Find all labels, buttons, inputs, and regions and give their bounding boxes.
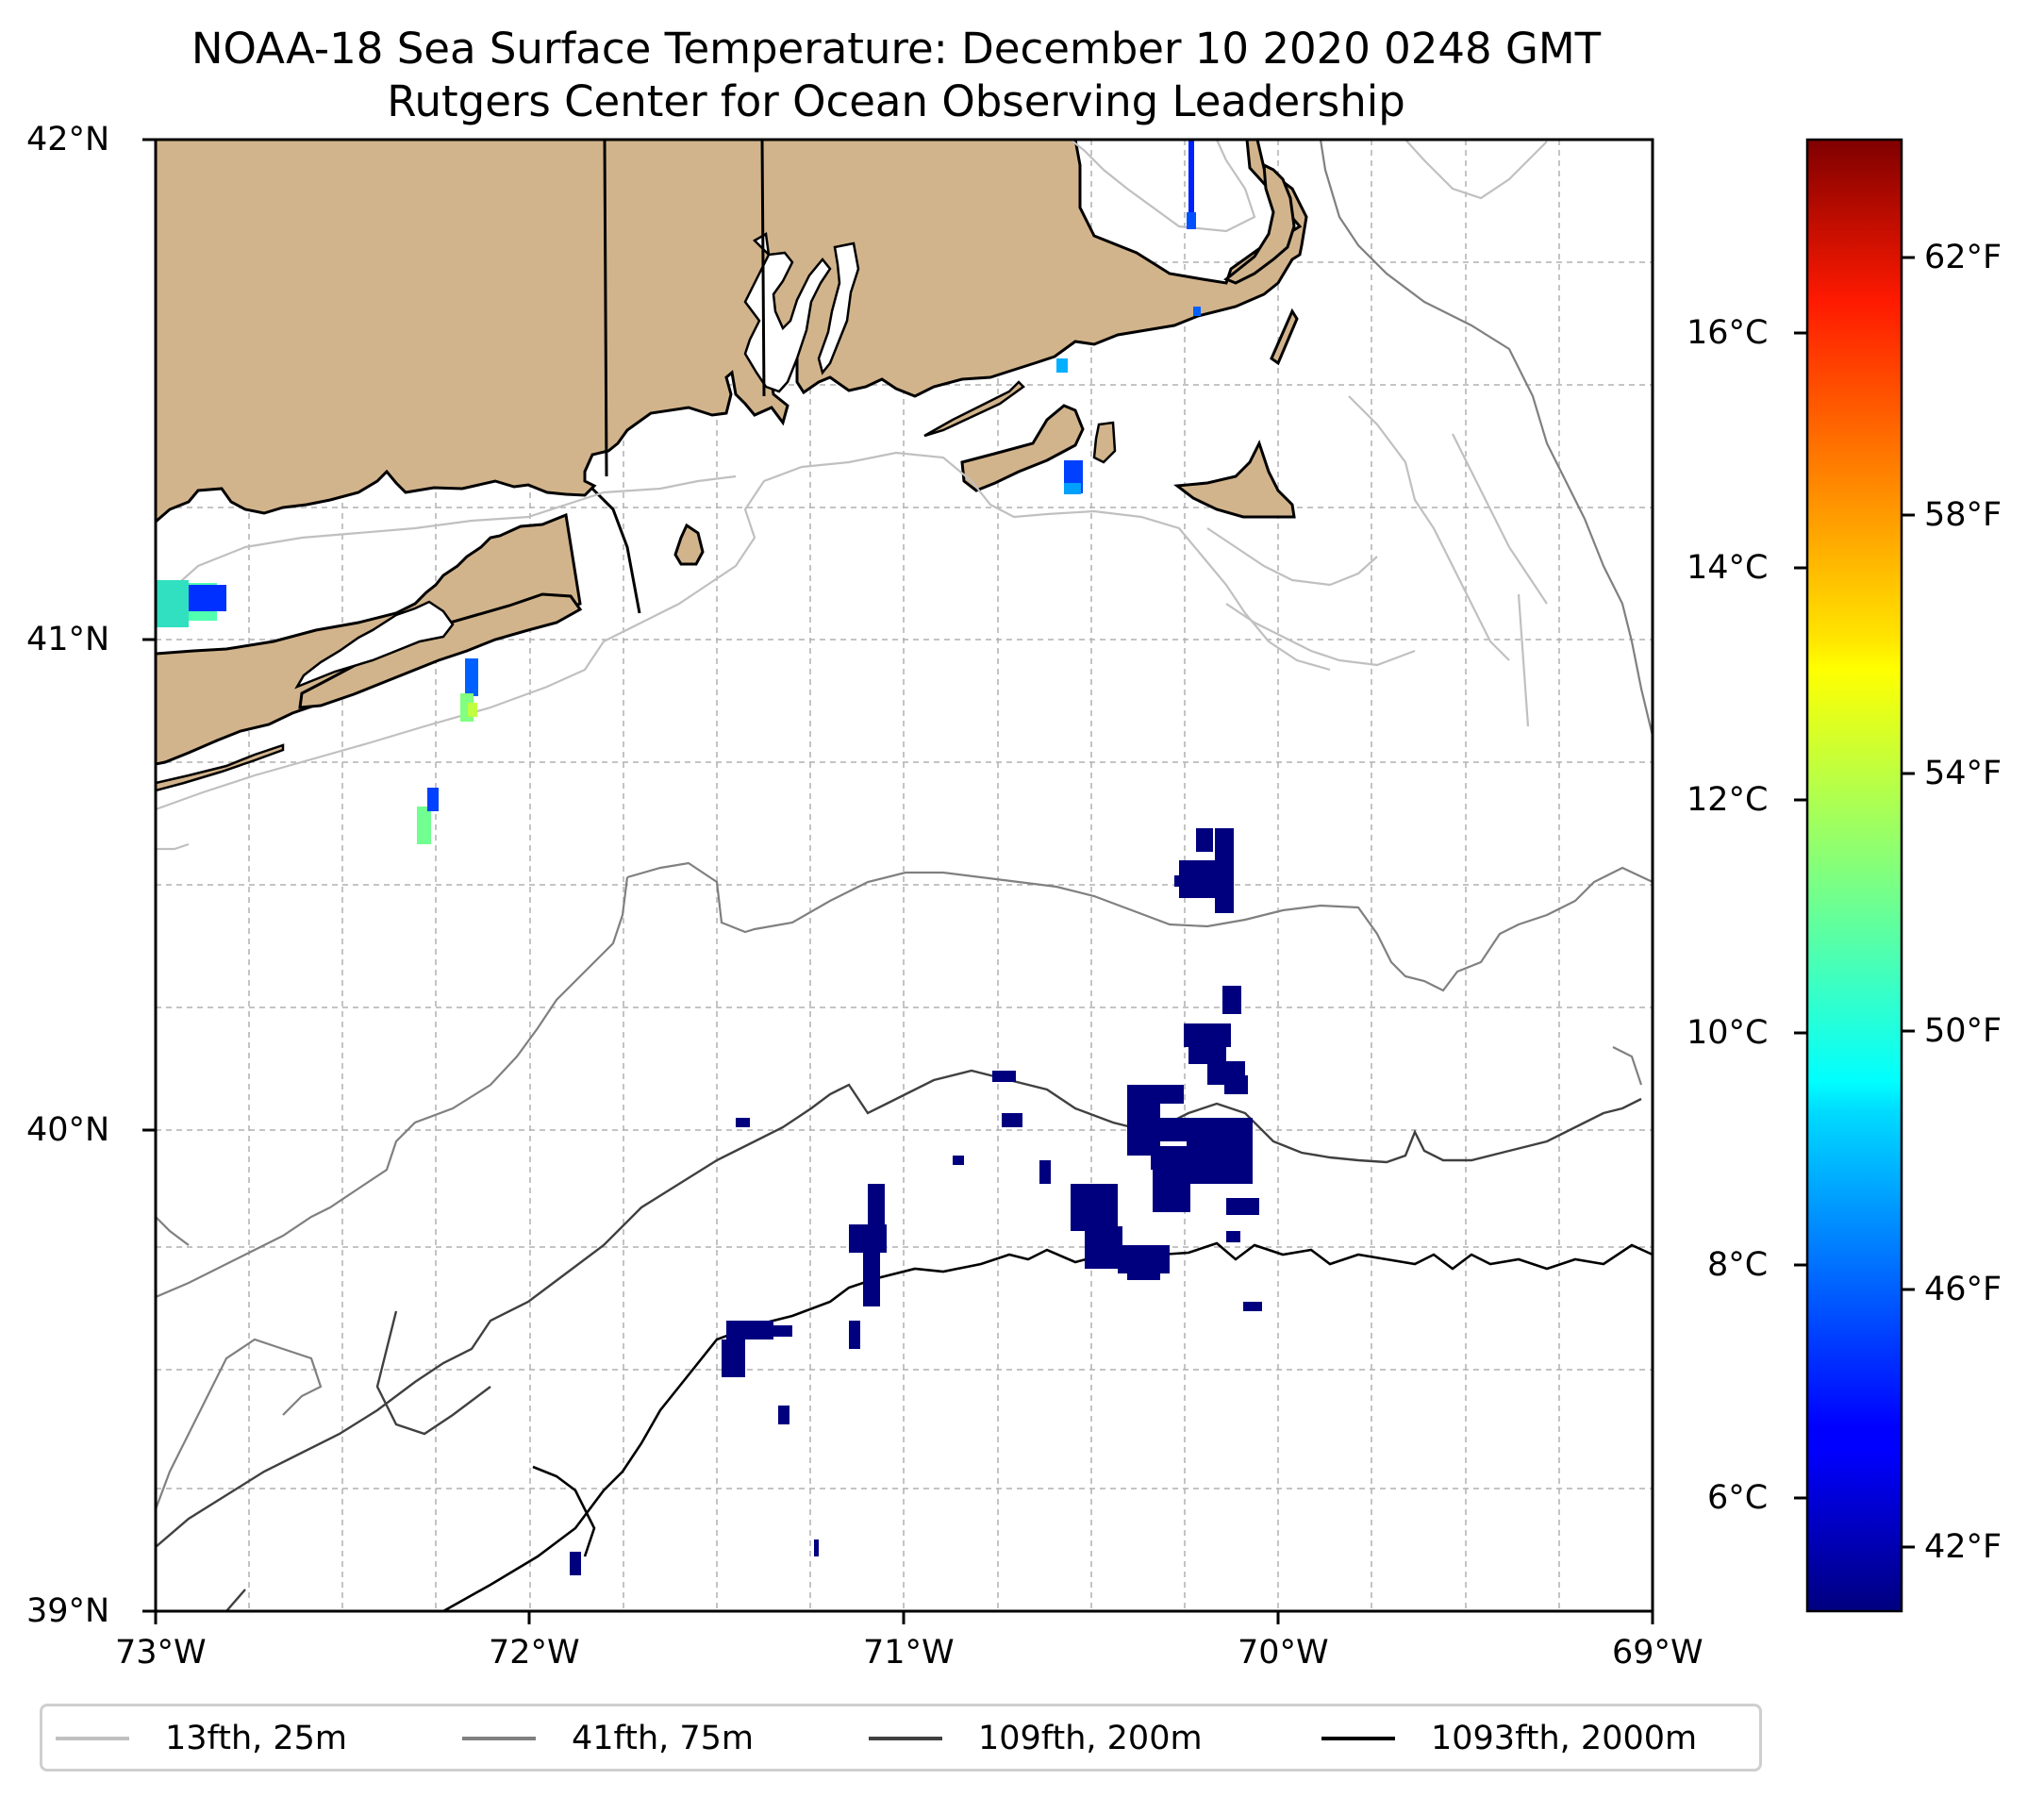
x-tick-label: 73°W	[115, 1634, 207, 1672]
contour-25m	[156, 140, 1548, 851]
y-tick-label: 41°N	[26, 621, 110, 658]
colorbar-fahrenheit-label: 58°F	[1924, 496, 2002, 534]
land-chappy	[1092, 421, 1117, 464]
colorbar-celsius-label: 16°C	[1687, 314, 1769, 352]
x-tick-label: 71°W	[863, 1634, 955, 1672]
colorbar-celsius-label: 14°C	[1687, 549, 1769, 587]
sst-warm-pixels	[156, 140, 1201, 844]
colorbar-fahrenheit-label: 54°F	[1924, 755, 2002, 792]
land-block-island	[673, 523, 705, 566]
conanicut-island	[817, 241, 860, 375]
li-barrier-beach	[156, 743, 285, 792]
sst-cold-pixels	[570, 828, 1262, 1575]
land-monomoy	[1270, 308, 1299, 366]
colorbar-celsius-label: 6°C	[1707, 1479, 1769, 1517]
colorbar-celsius-label: 10°C	[1687, 1014, 1769, 1052]
depth-legend: 13fth, 25m 41fth, 75m 109fth, 200m 1093f…	[40, 1704, 1762, 1772]
legend-label: 109fth, 200m	[978, 1720, 1203, 1757]
x-tick-label: 69°W	[1612, 1634, 1703, 1672]
colorbar-fahrenheit-label: 62°F	[1924, 239, 2002, 276]
legend-label: 1093fth, 2000m	[1431, 1720, 1698, 1757]
map-content	[156, 140, 1653, 1611]
narragansett-bay	[743, 231, 832, 393]
map-title: NOAA-18 Sea Surface Temperature: Decembe…	[191, 24, 1602, 74]
y-tick-label: 39°N	[26, 1592, 110, 1630]
legend-line-swatch	[462, 1737, 536, 1740]
land-marthas-vineyard	[960, 404, 1085, 492]
axis-ticks	[142, 138, 1654, 1624]
legend-line-swatch	[1321, 1737, 1395, 1740]
y-tick-label: 42°N	[26, 121, 110, 158]
colorbar-fahrenheit-label: 42°F	[1924, 1528, 2002, 1566]
legend-line-swatch	[869, 1737, 942, 1740]
land-cape-cod	[1223, 162, 1296, 285]
contour-75m	[156, 140, 1653, 1510]
colorbar-celsius-label: 12°C	[1687, 781, 1769, 819]
colorbar-celsius-label: 8°C	[1707, 1246, 1769, 1284]
colorbar-fahrenheit-label: 50°F	[1924, 1012, 2002, 1050]
map-subtitle: Rutgers Center for Ocean Observing Leade…	[387, 76, 1405, 126]
contour-2000m	[442, 1241, 1653, 1611]
legend-label: 13fth, 25m	[165, 1720, 348, 1757]
legend-line-swatch	[56, 1737, 129, 1740]
peconic-bay	[294, 600, 455, 690]
x-tick-label: 70°W	[1238, 1634, 1329, 1672]
land-nantucket	[1173, 440, 1296, 519]
colorbar-fahrenheit-label: 46°F	[1924, 1271, 2002, 1308]
contour-200m	[156, 1069, 1642, 1611]
colorbar	[1805, 138, 1903, 1613]
y-tick-label: 40°N	[26, 1111, 110, 1149]
legend-label: 41fth, 75m	[572, 1720, 755, 1757]
x-tick-label: 72°W	[489, 1634, 580, 1672]
colorbar-ticks	[1794, 256, 1915, 1549]
state-boundaries	[590, 140, 766, 614]
land-mainland	[156, 140, 1308, 524]
land-elizabeth-islands	[923, 380, 1025, 438]
